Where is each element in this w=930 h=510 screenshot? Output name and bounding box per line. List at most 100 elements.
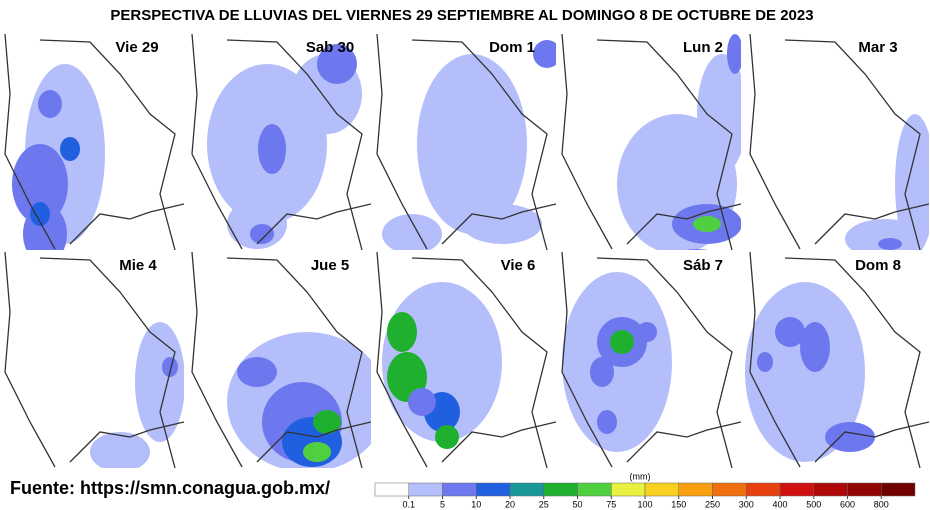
legend-tick-label: 600 xyxy=(840,499,855,509)
map-panel xyxy=(187,252,371,468)
rain-area xyxy=(60,137,80,161)
legend-swatch xyxy=(476,482,511,497)
rain-area xyxy=(697,54,741,174)
legend-swatch xyxy=(442,482,477,497)
rain-area xyxy=(845,219,925,250)
source: Fuente: https://smn.conagua.gob.mx/ xyxy=(10,478,330,498)
legend-swatch xyxy=(779,482,814,497)
legend-tick-label: 250 xyxy=(705,499,720,509)
state-border xyxy=(191,34,371,250)
rain-area xyxy=(162,357,178,377)
rain-area xyxy=(250,224,274,244)
state-border xyxy=(376,34,556,250)
legend-swatch xyxy=(408,482,443,497)
rain-area xyxy=(303,442,331,462)
panel-label: Sáb 7 xyxy=(683,257,723,274)
rain-area xyxy=(12,144,68,224)
panels: Vie 29 Sab 30 Dom 1 Lun 2 Mar 3 Mie 4 Jue 5 Vie… xyxy=(0,34,929,468)
panel-label: Dom 1 xyxy=(489,39,535,56)
panel-label: Vie 29 xyxy=(115,39,158,56)
legend-tick-label: 75 xyxy=(606,499,616,509)
state-border xyxy=(561,34,741,250)
rain-area xyxy=(417,54,527,234)
rain-area xyxy=(800,322,830,372)
legend-swatch xyxy=(509,482,544,497)
state-border xyxy=(561,252,741,468)
legend-swatch xyxy=(374,482,409,497)
map-panel xyxy=(372,252,556,468)
panel-label: Dom 8 xyxy=(855,257,901,274)
rain-area xyxy=(90,432,150,468)
state-border xyxy=(4,252,184,468)
legend-swatch xyxy=(543,482,578,497)
legend-tick-label: 800 xyxy=(874,499,889,509)
map-panel xyxy=(557,252,741,468)
legend-swatch xyxy=(712,482,747,497)
rain-area xyxy=(775,317,805,347)
rain-area xyxy=(757,352,773,372)
legend-tick-label: 20 xyxy=(505,499,515,509)
rain-area xyxy=(38,90,62,118)
panel-label: Mar 3 xyxy=(858,39,897,56)
legend-swatch xyxy=(746,482,781,497)
rain-area xyxy=(258,124,286,174)
legend-swatch xyxy=(678,482,713,497)
rain-area xyxy=(597,410,617,434)
map-panel xyxy=(745,34,929,250)
state-border xyxy=(191,252,371,468)
rain-area xyxy=(745,282,865,462)
rain-area xyxy=(237,357,277,387)
legend-tick-label: 100 xyxy=(637,499,652,509)
legend-unit: (mm) xyxy=(630,471,651,481)
map-panel xyxy=(0,34,184,250)
legend-tick-label: 500 xyxy=(806,499,821,509)
state-border xyxy=(749,252,929,468)
map-panel xyxy=(557,34,741,250)
panel-label: Mie 4 xyxy=(119,257,157,274)
rain-area xyxy=(590,357,614,387)
legend-swatch xyxy=(577,482,612,497)
rain-area xyxy=(610,330,634,354)
rain-area xyxy=(825,422,875,452)
map-panel xyxy=(0,252,184,468)
rain-area xyxy=(30,202,50,226)
state-border xyxy=(749,34,929,250)
legend-swatch xyxy=(813,482,848,497)
map-panel xyxy=(187,34,371,250)
state-border xyxy=(4,34,184,250)
legend-tick-label: 300 xyxy=(739,499,754,509)
rain-area xyxy=(533,40,556,68)
legend-tick-label: 0.1 xyxy=(402,499,415,509)
legend-swatch xyxy=(644,482,679,497)
legend-swatch xyxy=(847,482,882,497)
rain-area xyxy=(317,44,357,84)
legend-swatch xyxy=(611,482,646,497)
title: PERSPECTIVA DE LLUVIAS DEL VIERNES 29 SE… xyxy=(110,7,813,24)
rain-area xyxy=(135,322,184,442)
rain-area xyxy=(727,34,741,74)
legend: (mm) 0.1 5 10 20 25 50 75 100 150 250 300 400 500 600… xyxy=(374,471,916,509)
legend-swatch xyxy=(881,482,916,497)
rain-area xyxy=(895,114,929,250)
map-panel xyxy=(372,34,556,250)
rain-area xyxy=(693,216,721,232)
legend-tick-label: 10 xyxy=(471,499,481,509)
rain-area xyxy=(382,214,442,250)
rain-area xyxy=(878,238,902,250)
legend-tick-label: 150 xyxy=(671,499,686,509)
rain-area xyxy=(313,410,341,434)
rain-area xyxy=(387,312,417,352)
map-panel xyxy=(745,252,929,468)
rain-area xyxy=(637,322,657,342)
state-border xyxy=(376,252,556,468)
panel-label: Vie 6 xyxy=(501,257,536,274)
panel-label: Lun 2 xyxy=(683,39,723,56)
panel-label: Jue 5 xyxy=(311,257,349,274)
rain-area xyxy=(408,388,436,416)
legend-tick-label: 400 xyxy=(772,499,787,509)
legend-tick-label: 50 xyxy=(572,499,582,509)
legend-tick-label: 5 xyxy=(440,499,445,509)
panel-label: Sab 30 xyxy=(306,39,354,56)
